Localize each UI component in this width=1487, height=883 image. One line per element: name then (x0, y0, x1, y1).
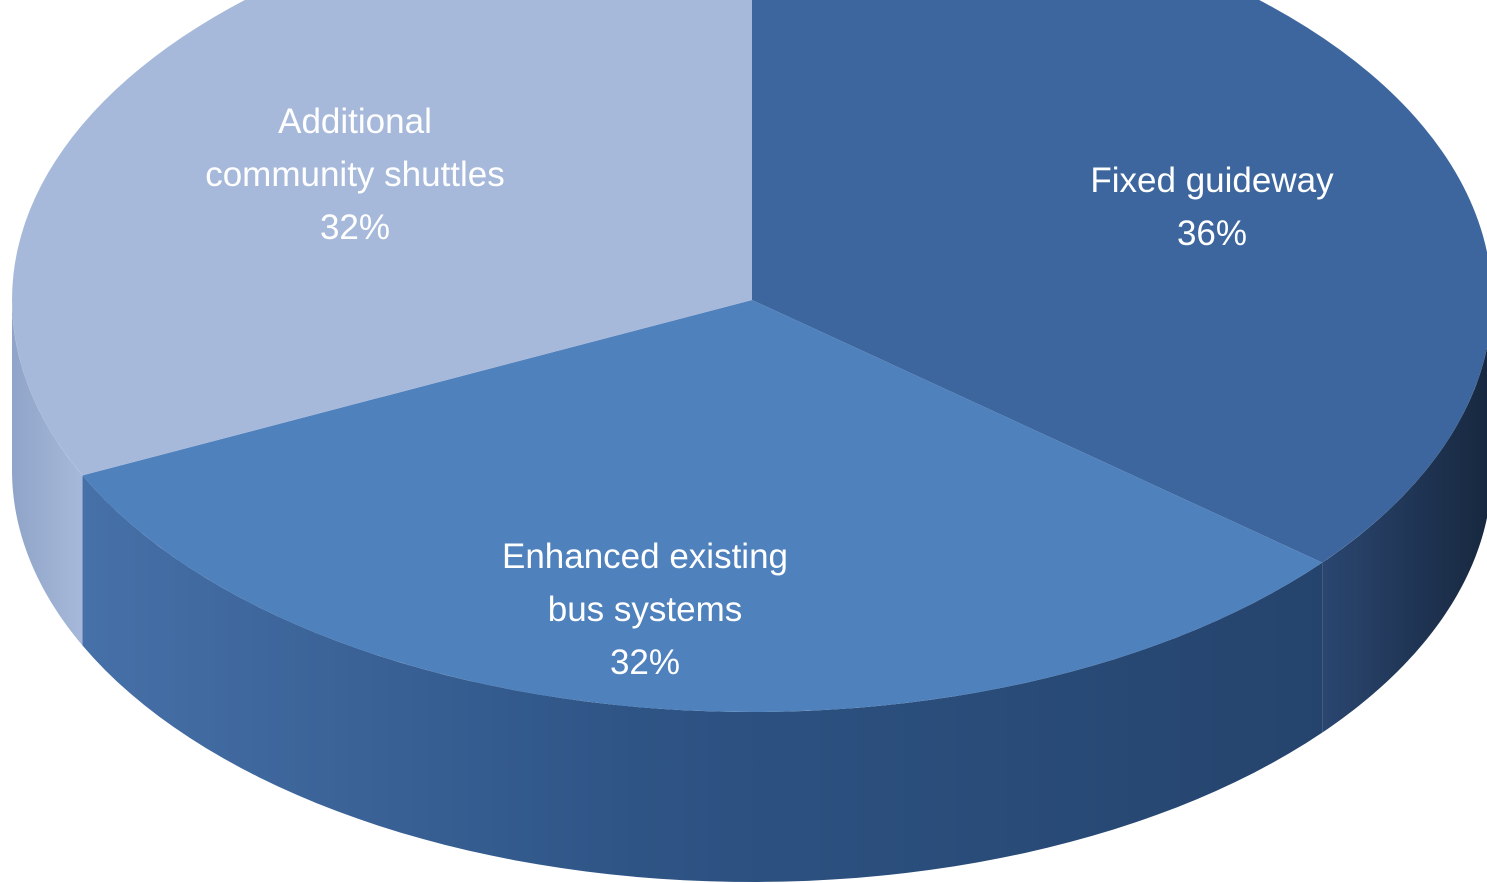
slice-label-line: Additional (278, 102, 432, 141)
pie-top-layer (12, 0, 1487, 712)
slice-label-fixed-guideway: Fixed guideway 36% (1090, 161, 1334, 253)
slice-label-enhanced-existing-bus-systems: Enhanced existing bus systems 32% (502, 537, 788, 682)
slice-label-line: 32% (610, 643, 680, 682)
pie-slice-fixed-guideway (752, 0, 1487, 563)
slice-label-line: bus systems (548, 590, 743, 629)
pie-slice-enhanced-existing-bus-systems (82, 300, 1323, 712)
pie-label-layer: Fixed guideway 36% Enhanced existing bus sy… (205, 102, 1334, 682)
slice-label-line: Fixed guideway (1090, 161, 1334, 200)
pie-slice-side-fixed-guideway (1322, 347, 1487, 733)
slice-label-line: community shuttles (205, 155, 505, 194)
pie-slice-additional-community-shuttles (12, 0, 752, 476)
slice-label-additional-community-shuttles: Additional community shuttles 32% (205, 102, 505, 247)
pie-slice-side-additional-community-shuttles (12, 300, 83, 646)
pie-side-layer (12, 300, 1487, 882)
slice-label-line: 32% (320, 208, 390, 247)
slice-label-line: Enhanced existing (502, 537, 788, 576)
slice-label-line: 36% (1177, 214, 1247, 253)
pie-slice-side-enhanced-existing-bus-systems (82, 475, 1323, 882)
